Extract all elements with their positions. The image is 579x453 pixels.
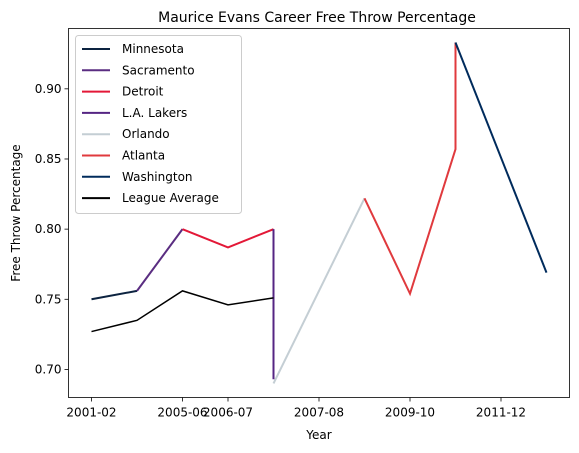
series-line-detroit: [182, 228, 274, 249]
legend-label: L.A. Lakers: [122, 106, 187, 120]
x-tick-label: 2011-12: [476, 406, 526, 420]
y-tick-label: 0.80: [35, 222, 62, 236]
series-line-minnesota: [91, 289, 138, 301]
series-line-league-average: [91, 290, 274, 333]
legend-box: [75, 35, 242, 214]
chart-title: Maurice Evans Career Free Throw Percenta…: [158, 10, 476, 26]
x-tick-label: 2007-08: [294, 406, 344, 420]
x-tick-label: 2005-06: [157, 406, 207, 420]
x-tick-label: 2001-02: [66, 406, 116, 420]
y-axis-label: Free Throw Percentage: [9, 144, 23, 281]
y-axis-ticks: 0.70 0.75 0.80 0.85 0.90: [35, 82, 69, 376]
series-line-atlanta: [363, 42, 457, 297]
y-tick-label: 0.75: [35, 292, 62, 306]
plot-lines: [91, 42, 548, 384]
series-line-orlando: [272, 197, 366, 384]
legend-label: Orlando: [122, 127, 170, 141]
y-tick-label: 0.70: [35, 362, 62, 376]
x-axis-label: Year: [305, 428, 331, 442]
legend-label: League Average: [122, 191, 219, 205]
series-line-sacramento: [136, 228, 184, 292]
y-tick-label: 0.90: [35, 82, 62, 96]
legend-label: Atlanta: [122, 149, 165, 163]
legend-label: Minnesota: [122, 42, 184, 56]
y-tick-label: 0.85: [35, 152, 62, 166]
series-line-washington: [454, 42, 548, 273]
legend-label: Sacramento: [122, 63, 195, 77]
legend-label: Washington: [122, 170, 193, 184]
legend-label: Detroit: [122, 85, 164, 99]
x-tick-label: 2009-10: [385, 406, 435, 420]
legend: Minnesota Sacramento Detroit L.A. Lakers Orl…: [75, 35, 242, 214]
x-tick-label: 2006-07: [203, 406, 253, 420]
